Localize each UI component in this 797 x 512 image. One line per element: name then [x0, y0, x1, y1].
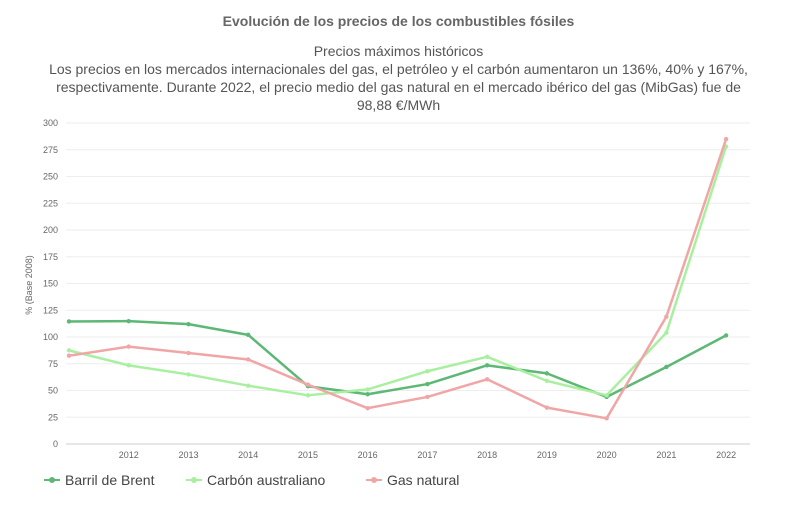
y-tick-label: 50 — [48, 386, 58, 396]
legend-swatch-icon — [366, 472, 382, 488]
data-point — [425, 381, 430, 387]
chart-title: Evolución de los precios de los combusti… — [222, 13, 575, 29]
data-point — [126, 363, 131, 368]
data-point — [305, 382, 311, 387]
y-axis-label: % (Base 2008) — [24, 255, 34, 315]
data-point — [305, 393, 311, 398]
y-tick-label: 75 — [48, 359, 58, 369]
data-point — [484, 354, 490, 359]
data-point — [544, 405, 550, 410]
series-3 — [66, 136, 729, 421]
data-point — [186, 321, 191, 327]
data-point — [66, 353, 72, 358]
x-tick-label: 2017 — [417, 450, 437, 460]
x-tick-label: 2021 — [656, 450, 676, 460]
chart-subtitle: Precios máximos históricos Los precios e… — [0, 42, 797, 114]
data-point — [425, 394, 430, 400]
y-tick-label: 300 — [43, 118, 58, 128]
subtitle-line: 98,88 €/MWh — [356, 97, 441, 113]
x-tick-label: 2013 — [178, 450, 198, 460]
y-tick-label: 125 — [43, 305, 58, 315]
legend-swatch-icon — [44, 472, 60, 488]
data-point — [604, 393, 609, 398]
y-tick-label: 100 — [43, 332, 58, 342]
data-point — [425, 369, 430, 374]
data-point — [246, 357, 251, 362]
x-tick-label: 2015 — [298, 450, 318, 460]
x-tick-label: 2014 — [238, 450, 258, 460]
y-tick-label: 175 — [43, 252, 58, 262]
data-point — [186, 350, 191, 356]
subtitle-line: respectivamente. Durante 2022, el precio… — [56, 79, 741, 95]
y-tick-label: 225 — [43, 198, 58, 208]
data-point — [126, 318, 131, 324]
data-point — [664, 330, 669, 335]
data-point — [246, 383, 251, 388]
y-tick-label: 150 — [43, 279, 58, 289]
subtitle-line: Precios máximos históricos — [313, 43, 484, 59]
data-point — [664, 364, 669, 370]
data-point — [365, 387, 370, 392]
x-tick-label: 2018 — [477, 450, 497, 460]
x-tick-label: 2022 — [716, 450, 736, 460]
y-tick-label: 275 — [43, 145, 58, 155]
x-tick-label: 2019 — [537, 450, 557, 460]
series-1 — [66, 318, 729, 400]
data-point — [66, 348, 72, 353]
y-tick-label: 25 — [48, 412, 58, 422]
series-2 — [66, 144, 729, 398]
data-point — [544, 371, 550, 376]
x-tick-label: 2020 — [597, 450, 617, 460]
x-axis-ticks: 2012 2013 2014 2015 2016 2017 2018 2019 2020 2021… — [119, 450, 736, 460]
subtitle-line: Los precios en los mercados internaciona… — [49, 61, 748, 77]
data-point — [484, 377, 490, 382]
data-point — [604, 416, 609, 421]
data-point — [126, 344, 131, 349]
series-line — [68, 319, 727, 399]
data-point — [365, 405, 370, 411]
legend-item[interactable]: Gas natural — [366, 472, 459, 488]
x-tick-label: 2016 — [358, 450, 378, 460]
y-tick-label: 0 — [53, 439, 58, 449]
data-point — [723, 136, 729, 142]
series-group — [66, 136, 729, 421]
data-point — [246, 332, 251, 338]
legend-label: Carbón australiano — [207, 472, 326, 488]
legend-label: Gas natural — [387, 472, 460, 488]
data-point — [544, 378, 550, 384]
y-tick-label: 250 — [43, 172, 58, 182]
grid-lines — [66, 122, 750, 445]
x-tick-label: 2012 — [119, 450, 139, 460]
legend-label: Barril de Brent — [65, 472, 155, 488]
series-line — [68, 146, 728, 397]
data-point — [664, 314, 669, 319]
data-point — [365, 392, 370, 397]
legend-swatch-icon — [186, 472, 202, 488]
y-axis-ticks: 0 25 50 75 100 125 150 175 200 225 250 275 300 — [43, 118, 58, 449]
data-point — [66, 319, 72, 324]
legend-item[interactable]: Carbón australiano — [186, 472, 325, 488]
legend-item[interactable]: Barril de Brent — [44, 472, 154, 488]
series-line — [68, 138, 728, 420]
data-point — [186, 372, 191, 377]
data-point — [723, 333, 729, 338]
y-tick-label: 200 — [43, 225, 58, 235]
data-point — [484, 363, 490, 368]
